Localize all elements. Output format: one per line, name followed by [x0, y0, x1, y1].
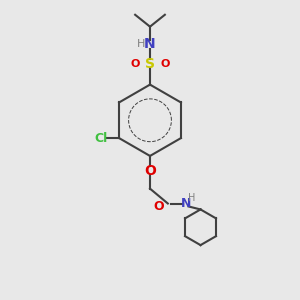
Text: Cl: Cl [95, 132, 108, 145]
Text: S: S [145, 57, 155, 71]
Text: H: H [188, 193, 195, 202]
Text: N: N [181, 197, 191, 210]
Text: O: O [130, 59, 140, 69]
Text: O: O [144, 164, 156, 178]
Text: N: N [144, 38, 156, 52]
Text: O: O [154, 200, 164, 213]
Text: O: O [160, 59, 170, 69]
Text: H: H [137, 40, 145, 50]
